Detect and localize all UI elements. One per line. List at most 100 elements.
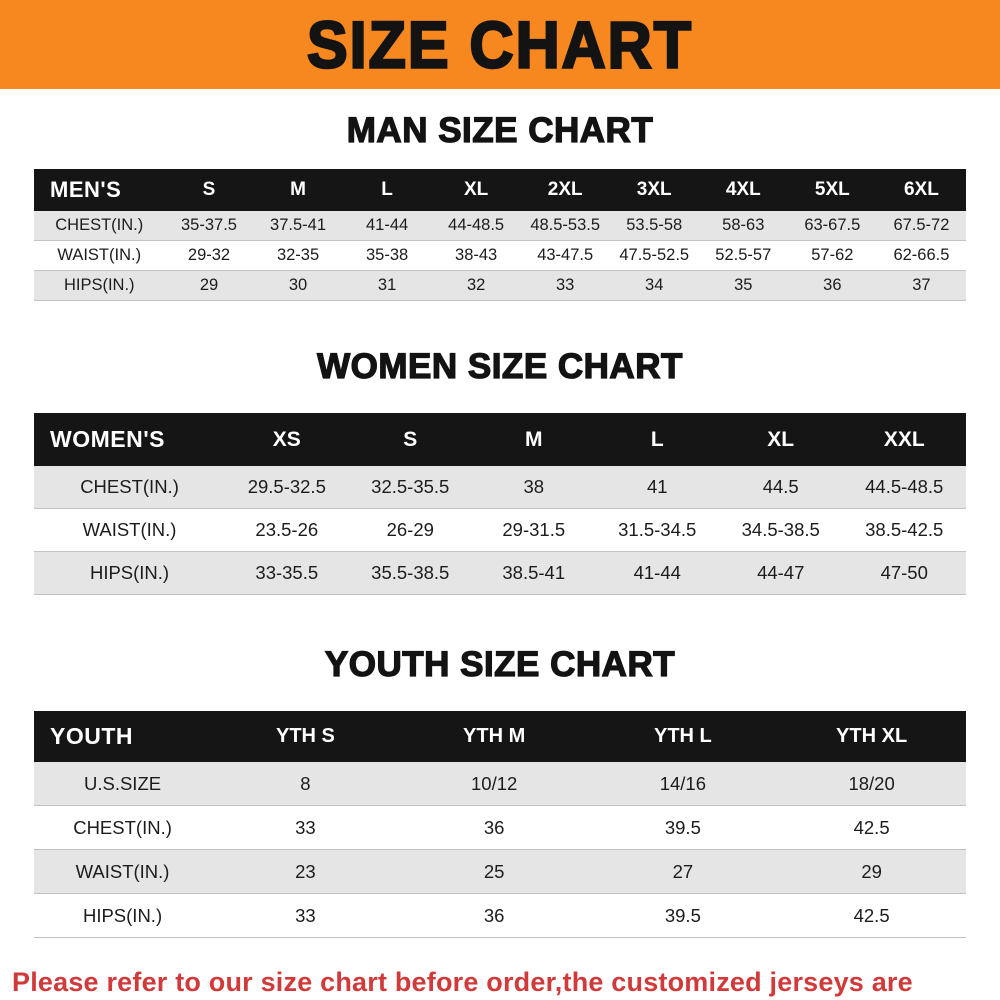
value-cell: 31.5-34.5 — [618, 519, 697, 540]
table-row: CHEST(IN.) 29.5-32.5 32.5-35.5 38 41 44.5 44.5… — [34, 466, 966, 509]
value-cell: 63-67.5 — [804, 216, 861, 234]
youth-section-heading: YOUTH SIZE CHART — [324, 644, 676, 684]
value-cell: 35 — [734, 276, 753, 294]
value-cell: 18/20 — [848, 772, 895, 794]
value-cell: 58-63 — [722, 216, 765, 234]
value-cell: 25 — [483, 860, 505, 882]
value-cell: 41 — [646, 476, 668, 497]
table-title-cell: MEN'S — [34, 169, 165, 211]
value-cell: 29-32 — [187, 246, 231, 264]
value-cell: 29 — [199, 276, 219, 294]
man-size-section: MAN SIZE CHART MEN'S S M L XL 2XL 3XL 4XL 5XL 6XL… — [0, 110, 1000, 301]
table-row: HIPS(IN.) 33 36 39.5 42.5 — [34, 893, 966, 938]
value-cell: 27 — [672, 860, 694, 882]
value-cell: 34.5-38.5 — [741, 519, 820, 540]
value-cell: 23.5-26 — [255, 519, 319, 540]
value-cell: 38.5-41 — [502, 562, 566, 583]
value-cell: 23 — [295, 860, 316, 882]
man-size-table: MEN'S S M L XL 2XL 3XL 4XL 5XL 6XL CHEST(IN.) 35-37… — [34, 169, 966, 301]
size-header-cell: L — [342, 169, 432, 211]
size-header-cell: S — [164, 169, 254, 211]
measure-label-cell: WAIST(IN.) — [57, 246, 142, 264]
value-cell: 38-43 — [455, 246, 498, 264]
order-note: Please refer to our size chart before or… — [12, 964, 988, 1000]
value-cell: 39.5 — [664, 816, 701, 838]
value-cell: 32 — [466, 276, 486, 294]
table-header-row: MEN'S S M L XL 2XL 3XL 4XL 5XL 6XL — [34, 169, 966, 211]
youth-size-table: YOUTH YTH S YTH M YTH L YTH XL U.S.SIZE 8 10/12… — [34, 711, 966, 938]
size-header-cell: 4XL — [698, 169, 788, 211]
size-header-cell: YTH M — [399, 711, 589, 762]
value-cell: 44-47 — [757, 562, 805, 583]
table-row: WAIST(IN.) 23.5-26 26-29 29-31.5 31.5-34.5 34… — [34, 508, 966, 552]
value-cell: 32.5-35.5 — [371, 476, 450, 497]
measure-label-cell: HIPS(IN.) — [63, 276, 135, 294]
table-header-row: WOMEN'S XS S M L XL XXL — [34, 413, 966, 466]
table-row: WAIST(IN.) 29-32 32-35 35-38 38-43 43-47.5 47.… — [34, 240, 966, 271]
measure-label-cell: WAIST(IN.) — [75, 860, 170, 882]
women-size-section: WOMEN SIZE CHART WOMEN'S XS S M L XL XXL CHEST(… — [0, 346, 1000, 595]
value-cell: 33 — [556, 276, 575, 294]
value-cell: 41-44 — [365, 216, 409, 234]
value-cell: 26-29 — [386, 519, 434, 540]
value-cell: 29.5-32.5 — [247, 476, 326, 497]
man-section-heading: MAN SIZE CHART — [346, 110, 654, 150]
women-size-table: WOMEN'S XS S M L XL XXL CHEST(IN.) 29.5-32.5 32.5… — [34, 413, 966, 595]
value-cell: 41-44 — [633, 562, 681, 583]
banner: SIZE CHART — [0, 0, 1000, 89]
measure-label-cell: CHEST(IN.) — [80, 476, 179, 497]
measure-label-cell: CHEST(IN.) — [73, 816, 172, 838]
size-header-cell: 5XL — [787, 169, 877, 211]
size-header-cell: YTH L — [588, 711, 778, 762]
size-header-cell: XL — [718, 413, 843, 466]
size-header-cell: M — [253, 169, 343, 211]
table-row: HIPS(IN.) 29 30 31 32 33 34 35 36 37 — [34, 270, 966, 301]
value-cell: 44.5-48.5 — [865, 476, 944, 497]
value-cell: 32-35 — [276, 246, 320, 264]
value-cell: 47-50 — [880, 562, 928, 583]
table-row: HIPS(IN.) 33-35.5 35.5-38.5 38.5-41 41-44 44-… — [34, 551, 966, 595]
value-cell: 53.5-58 — [626, 216, 683, 234]
value-cell: 52.5-57 — [715, 246, 772, 264]
value-cell: 44.5 — [762, 476, 799, 497]
value-cell: 35.5-38.5 — [371, 562, 450, 583]
value-cell: 38.5-42.5 — [865, 519, 944, 540]
table-row: CHEST(IN.) 35-37.5 37.5-41 41-44 44-48.5 48.5… — [34, 211, 966, 241]
value-cell: 10/12 — [471, 772, 518, 794]
value-cell: 44-48.5 — [448, 216, 505, 234]
value-cell: 34 — [645, 276, 664, 294]
value-cell: 62-66.5 — [893, 246, 950, 264]
value-cell: 33-35.5 — [255, 562, 319, 583]
table-row: CHEST(IN.) 33 36 39.5 42.5 — [34, 805, 966, 850]
size-header-cell: XXL — [842, 413, 966, 466]
value-cell: 8 — [300, 772, 311, 794]
measure-label-cell: HIPS(IN.) — [89, 562, 170, 583]
value-cell: 35-38 — [365, 246, 409, 264]
youth-size-section: YOUTH SIZE CHART YOUTH YTH S YTH M YTH L YTH… — [0, 644, 1000, 938]
size-header-cell: XS — [225, 413, 349, 466]
value-cell: 14/16 — [659, 772, 707, 794]
order-note-line-1: Please refer to our size chart before or… — [12, 967, 913, 997]
size-header-cell: M — [472, 413, 596, 466]
value-cell: 36 — [483, 816, 505, 838]
size-header-cell: S — [348, 413, 473, 466]
table-title-cell: YOUTH — [34, 711, 212, 762]
size-header-cell: YTH S — [211, 711, 400, 762]
table-row: U.S.SIZE 8 10/12 14/16 18/20 — [34, 762, 966, 806]
value-cell: 36 — [823, 276, 842, 294]
size-header-cell: 2XL — [520, 169, 610, 211]
size-header-cell: 3XL — [609, 169, 699, 211]
value-cell: 47.5-52.5 — [619, 246, 690, 264]
value-cell: 29 — [861, 860, 882, 882]
value-cell: 35-37.5 — [181, 216, 237, 234]
size-header-cell: L — [595, 413, 719, 466]
value-cell: 42.5 — [853, 904, 890, 926]
value-cell: 33 — [295, 816, 316, 838]
women-section-heading: WOMEN SIZE CHART — [316, 346, 683, 386]
value-cell: 30 — [288, 276, 308, 294]
value-cell: 37.5-41 — [270, 216, 327, 234]
value-cell: 31 — [377, 276, 397, 294]
measure-label-cell: U.S.SIZE — [83, 772, 162, 794]
table-header-row: YOUTH YTH S YTH M YTH L YTH XL — [34, 711, 966, 762]
